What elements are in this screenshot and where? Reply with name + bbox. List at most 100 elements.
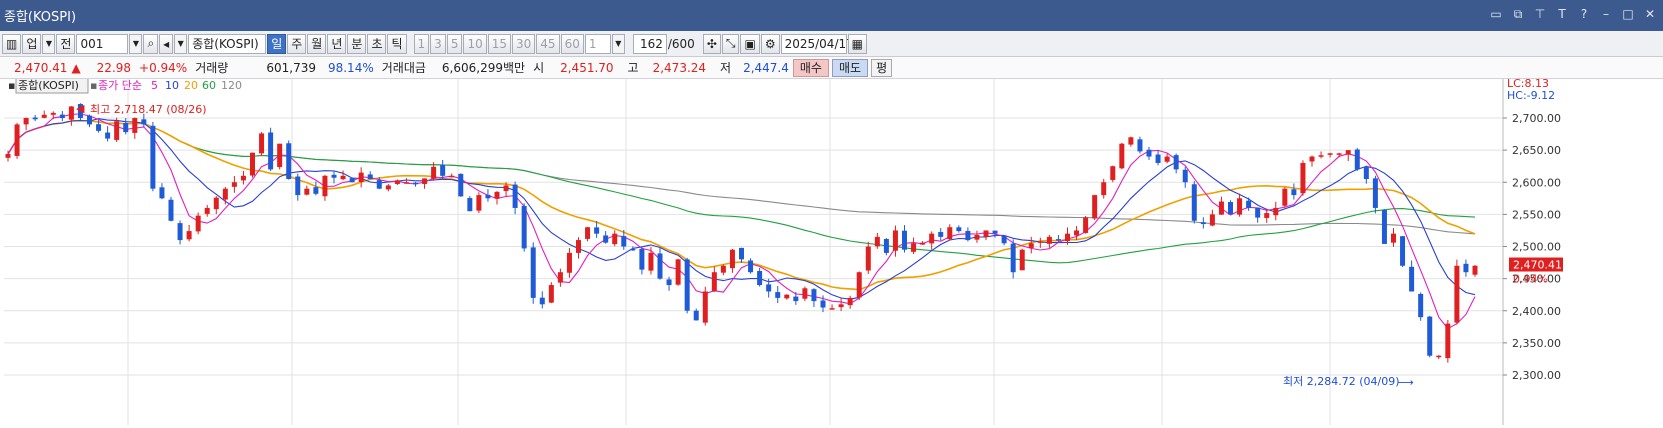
- period-month[interactable]: 월: [307, 33, 327, 54]
- candle-body: [467, 197, 473, 212]
- high-label: 고: [627, 61, 639, 75]
- current-price: 2,470.41: [14, 60, 68, 75]
- interval-5[interactable]: 5: [446, 33, 463, 54]
- candle-body: [1228, 202, 1233, 215]
- candle-body: [114, 121, 120, 140]
- candle-body: [1445, 323, 1451, 359]
- high-value: 2,473.24: [652, 60, 707, 75]
- candle-body: [729, 249, 735, 269]
- candle-body: [594, 227, 600, 234]
- candle-body: [77, 104, 83, 118]
- up-button[interactable]: 업: [22, 33, 42, 54]
- speaker-icon[interactable]: ◂: [159, 33, 174, 54]
- interval-input[interactable]: 1: [584, 33, 611, 54]
- candle-body: [1282, 188, 1288, 206]
- period-week[interactable]: 주: [287, 33, 307, 54]
- candle-body: [512, 184, 518, 208]
- crosshair-icon[interactable]: ✣: [702, 33, 721, 54]
- last-price-label: 2,470.41: [1513, 259, 1562, 272]
- period-year[interactable]: 년: [327, 33, 347, 54]
- candle-body: [1363, 167, 1369, 180]
- candle-body: [1055, 239, 1061, 241]
- date-input[interactable]: 2025/04/17: [780, 33, 854, 54]
- legend-name: 종합(KOSPI): [18, 79, 79, 92]
- legend-ma-label: 종가 단순: [98, 79, 142, 92]
- code-input[interactable]: 001: [76, 33, 129, 54]
- candle-body: [1418, 293, 1424, 318]
- low-arrow-icon: ⟶: [1398, 376, 1414, 389]
- candle-body: [965, 230, 971, 241]
- count-input[interactable]: 162: [632, 33, 667, 54]
- chart-canvas[interactable]: 2,700.00 2,650.00 2,600.00 2,550.00 2,500.00…: [0, 77, 1663, 425]
- open-label: 시: [533, 61, 545, 75]
- legend-menu-icon[interactable]: ▪: [8, 79, 15, 92]
- window-titlebar: 종합(KOSPI) ▭ ⧉ ⊤ T ? – □ ✕: [0, 0, 1663, 31]
- candle-body: [1137, 139, 1143, 152]
- chart-menu-icon[interactable]: ▥: [2, 33, 22, 54]
- code-dropdown[interactable]: ▼: [129, 33, 143, 54]
- link-icon[interactable]: ⧉: [1513, 7, 1523, 21]
- candle-body: [766, 284, 772, 292]
- legend-ma120: 120: [221, 79, 242, 92]
- moving-average-lines: [7, 113, 1476, 330]
- period-day[interactable]: 일: [267, 33, 287, 54]
- candle-body: [576, 240, 581, 253]
- up-dropdown[interactable]: ▼: [42, 33, 56, 54]
- volume-value: 601,739: [266, 60, 316, 75]
- period-tick[interactable]: 틱: [387, 33, 407, 54]
- y-tick-label: 2,350.00: [1512, 337, 1561, 350]
- layout-icon[interactable]: ▭: [1490, 7, 1502, 21]
- search-icon[interactable]: ⌕: [143, 33, 159, 54]
- legend-ma10: 10: [165, 79, 179, 92]
- price-chart[interactable]: 2,700.00 2,650.00 2,600.00 2,550.00 2,500.00…: [0, 77, 1663, 425]
- interval-10[interactable]: 10: [463, 33, 487, 54]
- interval-45[interactable]: 45: [536, 33, 560, 54]
- candle-body: [1436, 355, 1442, 358]
- pin-icon[interactable]: ⊤: [1534, 7, 1546, 21]
- candle-body: [1146, 149, 1152, 157]
- y-tick-label: 2,700.00: [1512, 112, 1561, 125]
- interval-15[interactable]: 15: [487, 33, 512, 54]
- candle-body: [222, 188, 228, 200]
- sell-button[interactable]: 매도: [831, 58, 869, 77]
- candle-body: [621, 236, 627, 247]
- candle-body: [59, 114, 65, 118]
- candle-body: [141, 119, 147, 125]
- interval-dropdown[interactable]: ▼: [611, 33, 625, 54]
- interval-3[interactable]: 3: [430, 33, 446, 54]
- all-button[interactable]: 전: [56, 33, 76, 54]
- candle-body: [974, 234, 980, 240]
- period-second[interactable]: 초: [367, 33, 387, 54]
- candle-body: [1472, 265, 1478, 275]
- chart-grid: [4, 79, 1503, 425]
- help-icon[interactable]: ?: [1580, 7, 1588, 21]
- candle-body: [639, 248, 645, 270]
- candle-body: [566, 252, 572, 273]
- buy-button[interactable]: 매수: [792, 58, 829, 77]
- candle-body: [856, 272, 862, 298]
- interval-1[interactable]: 1: [413, 33, 430, 54]
- speaker-dropdown[interactable]: ▼: [174, 33, 188, 54]
- interval-30[interactable]: 30: [512, 33, 536, 54]
- maximize-icon[interactable]: □: [1622, 7, 1634, 21]
- last-price-box: [1509, 257, 1563, 272]
- candle-body: [313, 187, 319, 194]
- candle-body: [865, 246, 871, 271]
- settings-icon[interactable]: ⚙: [760, 33, 780, 54]
- draw-line-icon[interactable]: ⤡: [721, 33, 740, 54]
- minimize-icon[interactable]: –: [1603, 7, 1609, 21]
- volume-label: 거래량: [195, 61, 229, 75]
- price-change-pct: +0.94%: [139, 60, 188, 75]
- average-button[interactable]: 평: [871, 58, 893, 77]
- candle-body: [1200, 222, 1206, 225]
- calendar-icon[interactable]: ▦: [847, 33, 867, 54]
- font-icon[interactable]: T: [1558, 7, 1566, 21]
- candle-body: [684, 259, 690, 311]
- candle-body: [123, 122, 129, 133]
- interval-60[interactable]: 60: [560, 33, 584, 54]
- y-tick-label: 2,450.00: [1512, 273, 1561, 286]
- period-minute[interactable]: 분: [347, 33, 367, 54]
- close-icon[interactable]: ✕: [1644, 7, 1656, 21]
- candle-body: [403, 182, 409, 184]
- save-icon[interactable]: ▣: [740, 33, 760, 54]
